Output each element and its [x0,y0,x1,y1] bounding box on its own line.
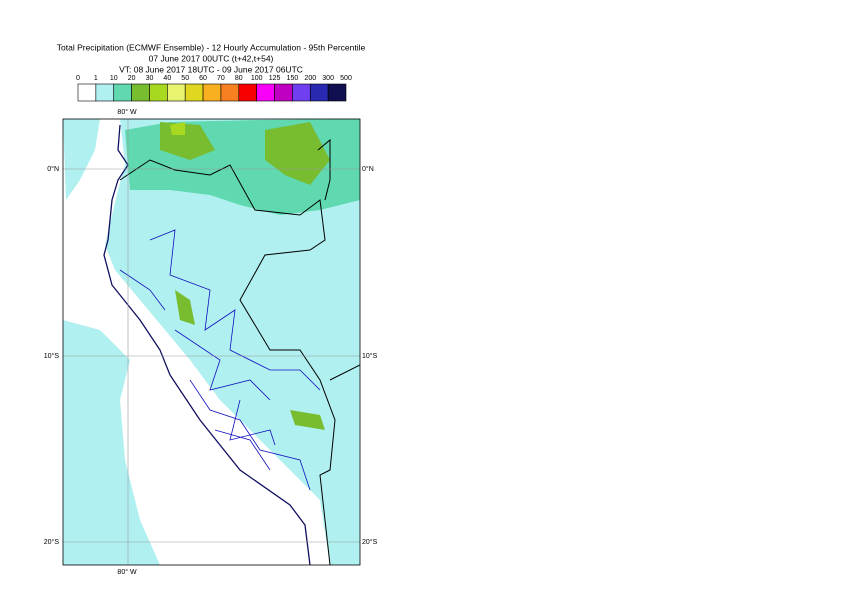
map-body [63,119,360,565]
colorbar-tick-label: 150 [287,75,299,82]
lat-label: 20°S [362,538,378,546]
title-line: VT: 08 June 2017 18UTC - 09 June 2017 06… [119,64,303,74]
title-line: Total Precipitation (ECMWF Ensemble) - 1… [57,42,366,52]
colorbar-tick-label: 70 [217,75,225,82]
ocean-gap [160,390,175,560]
colorbar-tick-label: 300 [322,75,334,82]
colorbar-swatch [95,83,115,102]
colorbar-swatch [220,83,240,102]
colorbar-swatch [238,83,257,102]
colorbar-swatch [113,83,132,102]
precip-light [63,119,360,565]
colorbar-tick-label: 100 [251,75,263,82]
colorbar-swatch [167,83,186,102]
title-line: 07 June 2017 00UTC (t+42,t+54) [149,53,274,63]
colorbar-tick-label: 200 [304,75,316,82]
colorbar-tick-label: 40 [163,75,171,82]
colorbar-tick-label: 30 [146,75,154,82]
lat-label: 0°N [362,165,374,173]
precip-max [170,122,185,135]
colorbar-tick-label: 80 [235,75,243,82]
map-frame [62,118,361,566]
colorbar-tick-label: 60 [199,75,207,82]
colorbar-swatch [274,83,293,102]
colorbar-swatch [292,83,311,102]
colorbar-tick-label: 0 [76,75,80,82]
colorbar-tick-label: 500 [340,75,352,82]
colorbar-swatch [184,83,204,102]
lon-label: 80° W [117,568,137,576]
lat-label: 20°S [44,538,60,546]
colorbar-swatch [256,83,275,102]
lon-label: 80° W [117,108,137,116]
coastline [103,124,311,565]
region-border [119,229,321,491]
colorbar-swatch [309,83,329,102]
colorbar-swatch [202,83,222,102]
colorbar-tick-label: 50 [181,75,189,82]
colorbar-swatch [149,83,168,102]
national-border [329,364,360,381]
colorbar-tick-label: 10 [110,75,118,82]
national-border [317,138,331,201]
lat-label: 10°S [362,352,378,360]
lat-label: 10°S [44,352,60,360]
colorbar-swatch [327,83,347,102]
precip-heavy [160,122,330,430]
lat-label: 0°N [47,165,59,173]
map: 80° W 80° W 0°N 0°N 10°S 10°S 20°S 20°S [44,108,378,576]
colorbar-tick-label: 20 [128,75,136,82]
colorbar-swatch [77,83,97,102]
colorbar-tick-label: 1 [94,75,98,82]
colorbar: 0 1 10 20 30 40 50 60 70 80 100 125 150 200 300 500 [76,75,352,102]
national-border [119,159,336,565]
colorbar-tick-label: 125 [269,75,281,82]
colorbar-swatch [131,83,150,102]
